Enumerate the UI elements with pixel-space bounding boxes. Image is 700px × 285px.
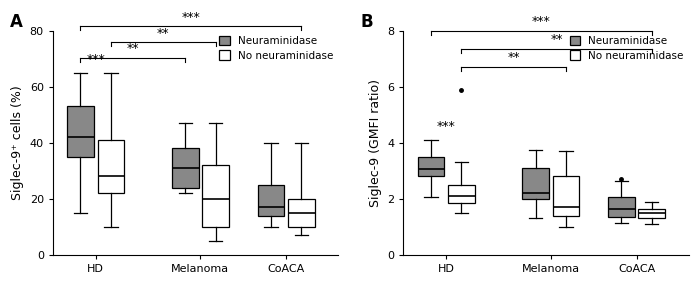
PathPatch shape [448, 185, 475, 203]
Text: B: B [360, 13, 373, 31]
PathPatch shape [202, 165, 229, 227]
Text: **: ** [127, 42, 139, 55]
Text: **: ** [508, 51, 520, 64]
Y-axis label: Siglec-9 (GMFI ratio): Siglec-9 (GMFI ratio) [368, 79, 382, 207]
Legend: Neuraminidase, No neuraminidase: Neuraminidase, No neuraminidase [570, 36, 684, 60]
Y-axis label: Siglec-9⁺ cells (%): Siglec-9⁺ cells (%) [11, 86, 24, 200]
Legend: Neuraminidase, No neuraminidase: Neuraminidase, No neuraminidase [219, 36, 333, 60]
Text: A: A [10, 13, 23, 31]
PathPatch shape [97, 140, 124, 193]
PathPatch shape [553, 176, 580, 216]
Text: **: ** [550, 33, 563, 46]
PathPatch shape [638, 209, 665, 218]
PathPatch shape [67, 106, 94, 157]
Text: **: ** [157, 27, 169, 40]
PathPatch shape [522, 168, 549, 199]
Text: ***: *** [437, 120, 456, 133]
PathPatch shape [258, 185, 284, 216]
Text: ***: *** [532, 15, 551, 28]
Text: ***: *** [181, 11, 200, 24]
PathPatch shape [288, 199, 315, 227]
PathPatch shape [417, 157, 444, 176]
PathPatch shape [608, 198, 635, 217]
Text: ***: *** [86, 53, 105, 66]
PathPatch shape [172, 148, 199, 188]
